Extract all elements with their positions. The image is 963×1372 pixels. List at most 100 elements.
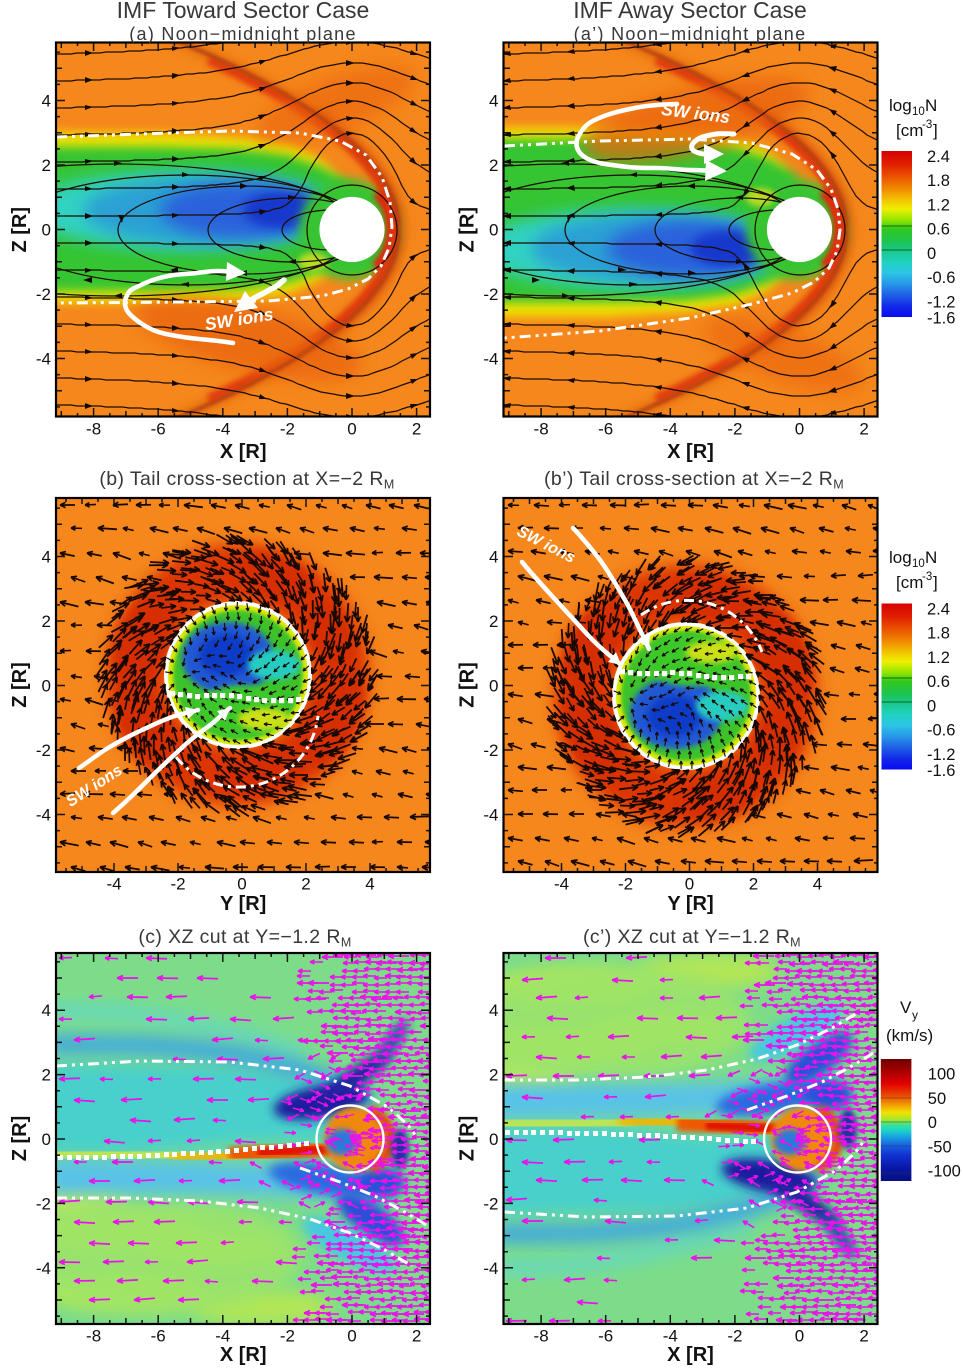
svg-text:4: 4 — [489, 1001, 498, 1020]
svg-text:Z [R]: Z [R] — [9, 207, 31, 253]
svg-text:V: V — [900, 998, 912, 1017]
svg-text:(c’) XZ cut at Y=−1.2 RM: (c’) XZ cut at Y=−1.2 RM — [583, 926, 801, 950]
svg-text:1.2: 1.2 — [927, 196, 950, 214]
svg-text:Y [R]: Y [R] — [667, 893, 713, 915]
svg-text:2.4: 2.4 — [927, 148, 950, 166]
svg-text:-8: -8 — [86, 1327, 101, 1346]
svg-text:2: 2 — [42, 1066, 51, 1085]
svg-text:-100: -100 — [928, 1163, 961, 1181]
svg-text:-4: -4 — [106, 875, 121, 894]
svg-text:-2: -2 — [727, 1327, 742, 1346]
svg-text:-8: -8 — [534, 1327, 549, 1346]
svg-text:-3: -3 — [922, 119, 932, 131]
svg-text:2: 2 — [489, 612, 498, 631]
svg-text:-6: -6 — [598, 1327, 613, 1346]
svg-text:-4: -4 — [663, 420, 678, 439]
svg-text:-2: -2 — [36, 741, 51, 760]
svg-text:2: 2 — [489, 1066, 498, 1085]
svg-text:0: 0 — [928, 1114, 937, 1132]
svg-text:-2: -2 — [280, 1327, 295, 1346]
svg-text:-1.6: -1.6 — [927, 310, 955, 328]
svg-text:Z [R]: Z [R] — [9, 662, 31, 708]
svg-text:-2: -2 — [36, 285, 51, 304]
svg-text:2: 2 — [42, 156, 51, 175]
svg-text:0: 0 — [489, 677, 498, 696]
svg-text:-2: -2 — [483, 1194, 498, 1213]
svg-text:Y [R]: Y [R] — [220, 893, 266, 915]
svg-text:2: 2 — [412, 420, 421, 439]
svg-text:2: 2 — [42, 612, 51, 631]
svg-text:-6: -6 — [151, 1327, 166, 1346]
svg-text:2: 2 — [301, 875, 310, 894]
svg-text:IMF Toward Sector Case: IMF Toward Sector Case — [117, 0, 370, 23]
svg-text:50: 50 — [928, 1090, 946, 1108]
svg-text:4: 4 — [42, 548, 51, 567]
svg-text:0: 0 — [42, 221, 51, 240]
svg-text:(c) XZ cut at Y=−1.2 RM: (c) XZ cut at Y=−1.2 RM — [138, 926, 351, 950]
svg-text:-2: -2 — [618, 875, 633, 894]
svg-text:-1.2: -1.2 — [927, 746, 955, 764]
svg-text:-1.2: -1.2 — [927, 293, 955, 311]
svg-text:Z [R]: Z [R] — [457, 1116, 479, 1162]
svg-text:log: log — [889, 96, 912, 115]
svg-text:-4: -4 — [663, 1327, 678, 1346]
svg-text:4: 4 — [489, 548, 498, 567]
svg-text:Z [R]: Z [R] — [9, 1116, 31, 1162]
svg-text:Z [R]: Z [R] — [457, 207, 479, 253]
svg-text:-4: -4 — [483, 1259, 498, 1278]
svg-text:(km/s): (km/s) — [886, 1026, 933, 1045]
svg-text:2: 2 — [489, 156, 498, 175]
svg-text:X [R]: X [R] — [667, 441, 714, 463]
svg-text:-2: -2 — [483, 741, 498, 760]
svg-text:100: 100 — [928, 1066, 956, 1084]
svg-text:(a’) Noon−midnight plane: (a’) Noon−midnight plane — [574, 24, 807, 44]
svg-text:4: 4 — [42, 1001, 51, 1020]
svg-text:-2: -2 — [727, 420, 742, 439]
svg-text:4: 4 — [813, 875, 822, 894]
svg-text:-2: -2 — [483, 285, 498, 304]
svg-text:2: 2 — [749, 875, 758, 894]
svg-text:-4: -4 — [554, 875, 569, 894]
svg-text:-4: -4 — [483, 806, 498, 825]
svg-text:-4: -4 — [215, 1327, 230, 1346]
svg-text:(a) Noon−midnight plane: (a) Noon−midnight plane — [129, 24, 357, 44]
svg-text:0: 0 — [795, 420, 804, 439]
svg-text:0: 0 — [927, 245, 936, 263]
svg-text:(b) Tail cross-section at X=−2: (b) Tail cross-section at X=−2 RM — [99, 468, 394, 492]
svg-text:10: 10 — [912, 558, 925, 570]
svg-text:-4: -4 — [215, 420, 230, 439]
svg-text:IMF Away Sector Case: IMF Away Sector Case — [573, 0, 807, 23]
svg-text:]: ] — [933, 573, 938, 592]
svg-text:X [R]: X [R] — [220, 441, 267, 463]
svg-text:X [R]: X [R] — [667, 1344, 714, 1366]
svg-text:4: 4 — [365, 875, 374, 894]
svg-text:0: 0 — [237, 875, 246, 894]
svg-text:-2: -2 — [170, 875, 185, 894]
svg-text:-6: -6 — [598, 420, 613, 439]
svg-text:0: 0 — [795, 1327, 804, 1346]
svg-text:-4: -4 — [483, 350, 498, 369]
svg-text:[cm: [cm — [896, 573, 923, 592]
svg-text:-8: -8 — [534, 420, 549, 439]
svg-text:-4: -4 — [36, 806, 51, 825]
svg-text:1.2: 1.2 — [927, 649, 950, 667]
svg-text:0: 0 — [347, 1327, 356, 1346]
svg-text:0: 0 — [685, 875, 694, 894]
svg-text:-2: -2 — [280, 420, 295, 439]
svg-text:-8: -8 — [86, 420, 101, 439]
svg-text:0.6: 0.6 — [927, 673, 950, 691]
svg-text:N: N — [925, 548, 937, 567]
svg-text:log: log — [889, 548, 912, 567]
svg-text:-50: -50 — [928, 1138, 952, 1156]
svg-text:Z [R]: Z [R] — [457, 662, 479, 708]
svg-text:0: 0 — [927, 697, 936, 715]
svg-text:1.8: 1.8 — [927, 625, 950, 643]
svg-text:0: 0 — [42, 1130, 51, 1149]
svg-text:2: 2 — [412, 1327, 421, 1346]
svg-text:[cm: [cm — [896, 121, 923, 140]
svg-text:0: 0 — [489, 221, 498, 240]
svg-text:0: 0 — [489, 1130, 498, 1149]
svg-text:2: 2 — [859, 1327, 868, 1346]
svg-text:1.8: 1.8 — [927, 172, 950, 190]
svg-text:2.4: 2.4 — [927, 601, 950, 619]
